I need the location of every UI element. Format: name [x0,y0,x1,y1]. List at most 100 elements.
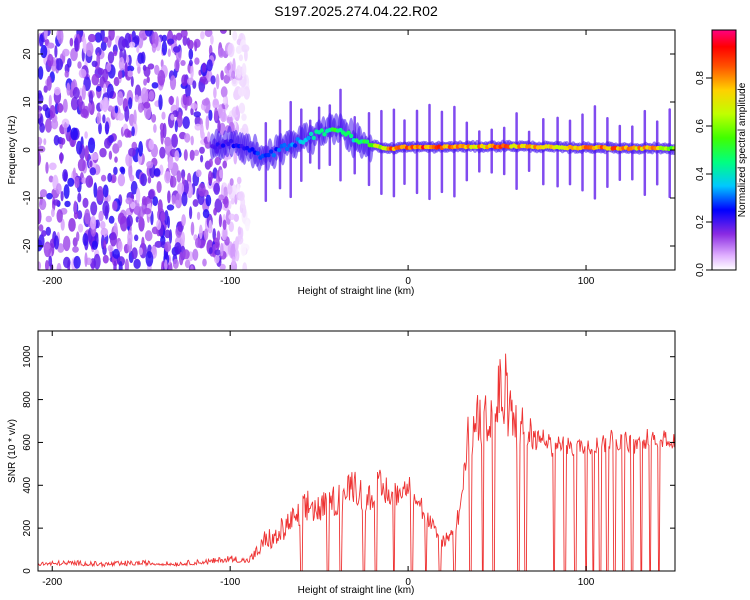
noise-speck [190,221,195,236]
noise-speck [171,133,179,148]
noise-speck [220,242,224,257]
noise-speck [78,95,83,111]
noise-speck [84,208,91,225]
noise-speck [95,85,102,92]
noise-speck [80,108,89,118]
noise-speck [72,87,80,99]
noise-speck [181,214,186,227]
colorbar-tick-label: 0.4 [695,167,706,181]
noise-speck [64,200,71,208]
noise-speck [102,254,109,264]
noise-speck [111,174,117,184]
noise-speck [238,102,246,114]
noise-speck [208,158,213,168]
noise-speck [98,210,104,222]
noise-speck [198,183,206,197]
noise-speck [56,262,62,270]
noise-speck [237,87,246,97]
noise-speck [174,150,180,162]
colorbar-axes: 0.0 0.2 0.4 0.6 0.8 [695,71,712,277]
colorbar-tick-label: 0.0 [695,263,706,277]
noise-speck [181,191,188,207]
noise-speck [161,34,168,42]
noise-speck [185,95,193,106]
noise-speck [95,47,102,57]
noise-speck [87,102,92,112]
noise-speck [201,98,210,106]
noise-speck [196,211,201,221]
noise-speck [101,174,107,182]
noise-speck [198,224,203,240]
noise-speck [180,30,188,39]
noise-speck [212,228,216,241]
noise-speck [181,169,186,180]
noise-speck [107,51,115,64]
noise-speck [138,141,144,157]
noise-speck [226,63,231,71]
spectrogram-y-tick-label: -20 [22,238,33,253]
noise-speck [141,195,147,206]
noise-speck [106,62,112,73]
noise-speck [66,82,71,96]
noise-speck [167,48,171,57]
signal-point [212,145,218,150]
noise-speck [62,98,68,113]
noise-speck [38,145,46,153]
noise-speck [190,102,198,110]
noise-speck [74,37,79,52]
noise-speck [172,258,179,269]
noise-speck [214,156,221,166]
noise-speck [214,107,219,122]
noise-speck [208,170,213,185]
noise-speck [64,70,69,78]
noise-speck [139,216,143,229]
noise-speck [179,251,184,266]
noise-speck [77,61,82,69]
noise-speck [207,131,211,143]
noise-speck [94,32,103,43]
noise-speck [157,69,166,86]
noise-speck [96,112,102,125]
noise-speck [190,135,194,146]
noise-speck [135,187,141,204]
noise-speck [237,191,245,202]
signal-point [319,128,324,133]
noise-speck [131,247,138,260]
noise-speck [38,93,44,105]
noise-speck [136,45,140,53]
noise-speck [48,94,52,108]
colorbar-tick-label: 0.6 [695,119,706,133]
noise-speck [117,139,123,148]
noise-speck [120,167,126,175]
noise-speck [192,199,199,207]
snr-x-tick-label: 0 [405,577,411,588]
noise-speck [72,246,79,253]
signal-point [250,147,255,152]
noise-speck [144,30,153,37]
noise-speck [204,30,213,38]
noise-speck [137,65,141,74]
noise-speck [48,162,57,171]
signal-point [322,132,327,137]
noise-speck [190,265,194,270]
noise-speck [84,145,89,162]
noise-speck [103,83,107,94]
noise-speck [176,170,182,183]
noise-speck [84,131,88,139]
noise-speck [167,38,175,45]
noise-speck [202,78,209,85]
noise-speck [180,60,186,66]
snr-x-tick-label: -200 [42,577,62,588]
noise-speck [124,258,129,270]
noise-speck [128,147,136,157]
noise-speck [62,48,70,57]
noise-speck [103,239,107,250]
signal-point [311,135,316,141]
noise-speck [60,190,64,202]
noise-speck [51,208,55,218]
noise-speck [154,64,160,75]
noise-speck [236,65,242,79]
signal-point [276,147,282,153]
noise-speck [126,65,135,72]
